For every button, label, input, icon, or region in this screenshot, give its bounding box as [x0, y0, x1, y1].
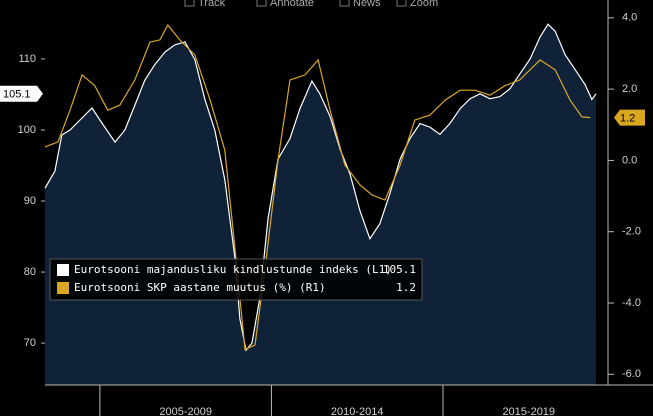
y-tick-label: 110	[18, 53, 36, 65]
y2-tick-label: -6.0	[622, 368, 641, 380]
last-value-badge	[0, 85, 43, 102]
legend-value: 1.2	[396, 281, 416, 294]
legend-value: 105.1	[383, 263, 416, 276]
toolbar-button[interactable]: Track	[198, 0, 226, 9]
series-line	[44, 23, 597, 352]
series-line	[44, 23, 591, 351]
toolbar-button[interactable]: News	[353, 0, 381, 9]
y2-tick-label: -4.0	[622, 297, 641, 309]
y-tick-label: 80	[24, 266, 36, 278]
y2-tick-label: -2.0	[622, 226, 641, 238]
legend-label: Eurotsooni majandusliku kindlustunde ind…	[74, 263, 392, 276]
legend-swatch	[57, 282, 69, 294]
y2-tick-label: 4.0	[622, 12, 637, 24]
toolbar-icon[interactable]	[396, 0, 407, 7]
y-tick-label: 100	[18, 124, 36, 136]
last-value-label: 1.2	[620, 113, 635, 125]
y2-tick-label: 0.0	[622, 154, 637, 166]
y-tick-label: 90	[24, 195, 36, 207]
y2-tick-label: 2.0	[622, 83, 637, 95]
toolbar-icon[interactable]	[339, 0, 350, 7]
toolbar-icon[interactable]	[184, 0, 195, 7]
toolbar-button[interactable]: Annotate	[270, 0, 314, 9]
legend-label: Eurotsooni SKP aastane muutus (%) (R1)	[74, 281, 326, 294]
toolbar-button[interactable]: Zoom	[410, 0, 438, 9]
y-tick-label: 70	[24, 337, 36, 349]
x-band-label: 2010-2014	[331, 406, 384, 416]
x-band-label: 2015-2019	[502, 406, 555, 416]
toolbar-icon[interactable]	[256, 0, 267, 7]
x-band-label: 2005-2009	[159, 406, 212, 416]
last-value-badge	[614, 109, 645, 126]
legend-box	[49, 258, 423, 301]
legend-swatch	[57, 264, 69, 276]
last-value-label: 105.1	[3, 89, 31, 101]
